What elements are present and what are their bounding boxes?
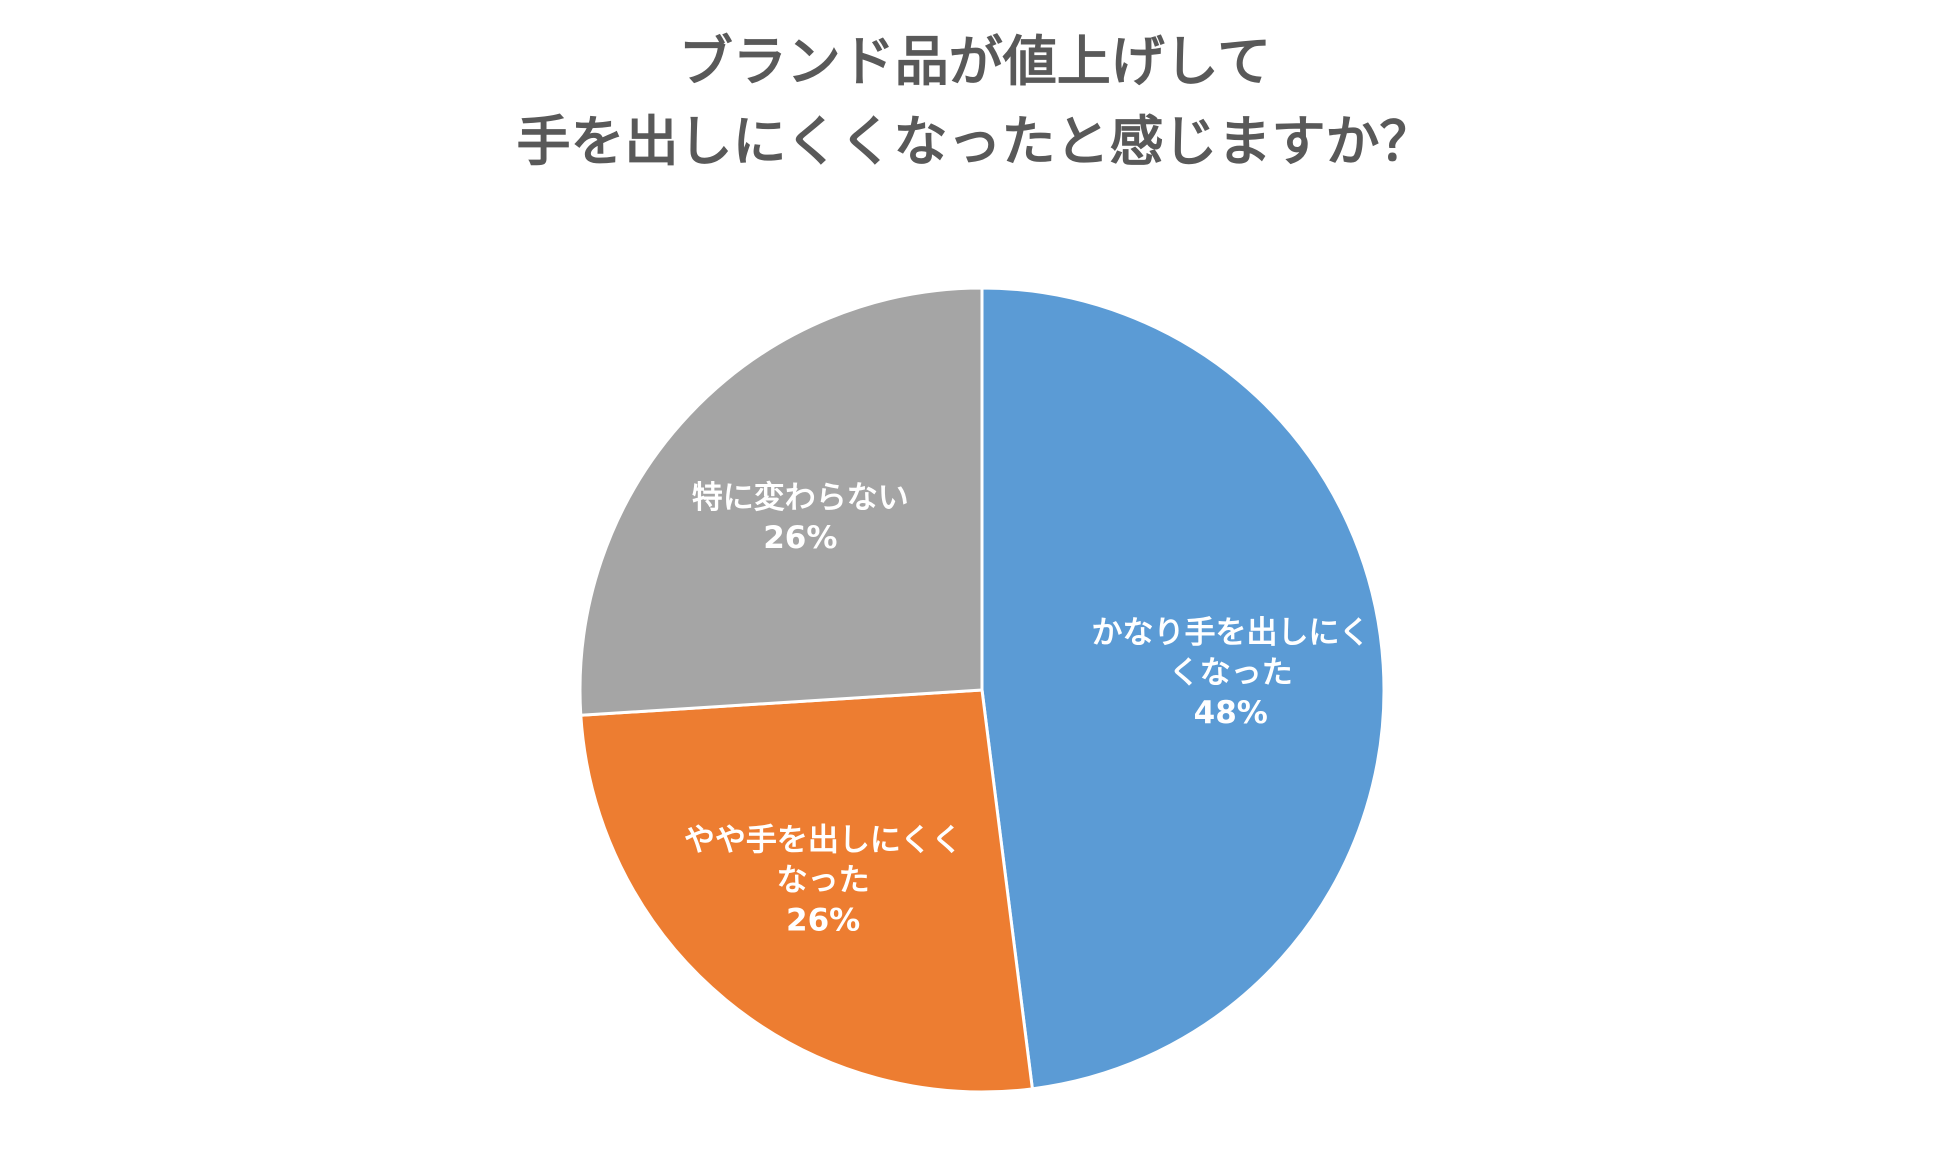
chart-title: ブランド品が値上げして 手を出しにくくなったと感じますか？ [0, 22, 1950, 182]
pie-slice-0 [980, 286, 1386, 1091]
slice-value-label-2: 26% [763, 520, 837, 556]
slice-category-label-1-1: なった [777, 863, 870, 899]
pie-slices [578, 286, 1386, 1094]
slice-category-label-0-1: くなった [1169, 655, 1293, 691]
slice-category-label-1-0: やや手を出しにくく [684, 823, 962, 859]
pie-slice-2 [578, 286, 984, 717]
chart-title-line-2: 手を出しにくくなったと感じますか？ [516, 110, 1434, 173]
slice-value-label-1: 26% [786, 903, 860, 939]
pie-slice-1 [579, 688, 1034, 1094]
slice-label-2: 特に変わらない 26% [692, 480, 909, 556]
chart-title-line-1: ブランド品が値上げして [678, 30, 1272, 93]
slice-category-label-0-0: かなり手を出しにく [1092, 615, 1370, 651]
slice-category-label-2-0: 特に変わらない [692, 480, 909, 516]
slice-value-label-0: 48% [1194, 695, 1268, 731]
